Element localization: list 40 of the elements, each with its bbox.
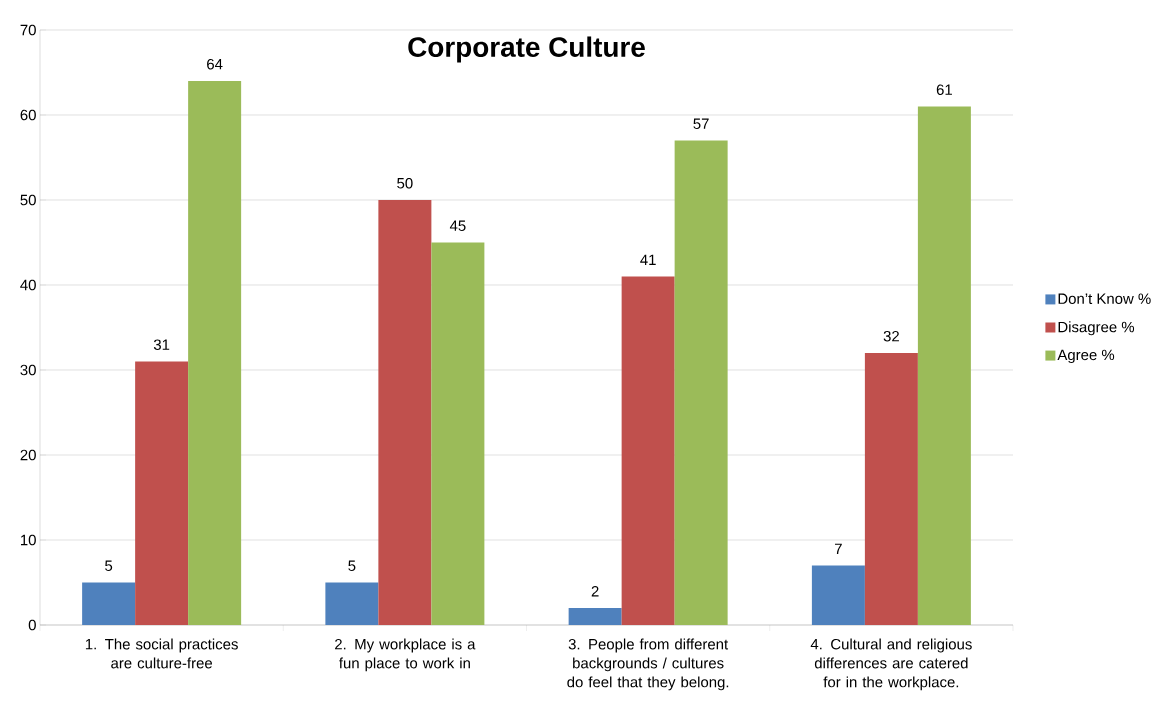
bar [621,276,675,625]
bar [378,200,432,625]
x-tick-label: 2. My workplace is a fun place to work in [335,638,476,672]
chart-title: Corporate Culture [408,36,645,63]
bar [431,242,485,625]
x-tick-label: 4. Cultural and religious differences are catered for in the workplace. [810,638,972,691]
data-label: 41 [640,254,656,265]
data-label: 45 [449,220,466,231]
y-tick-label: 0 [28,619,36,631]
bar [135,361,189,625]
bar [568,608,622,625]
data-label: 5 [105,560,113,571]
y-tick-label: 30 [20,364,36,376]
bar [917,106,971,625]
bar [82,582,136,625]
bar [674,140,728,625]
bar [864,353,918,625]
data-label: 57 [693,118,709,129]
y-tick-label: 10 [21,534,36,546]
legend-label: Agree % [1057,349,1115,364]
data-label: 31 [153,339,170,350]
y-tick-label: 20 [20,449,36,461]
data-label: 2 [591,586,599,597]
bar [811,565,865,625]
data-label: 61 [936,84,952,95]
y-tick-label: 70 [20,24,36,36]
data-label: 64 [207,58,223,70]
data-label: 32 [883,330,899,342]
data-label: 5 [348,560,356,571]
y-tick-label: 50 [20,194,36,206]
bar [325,582,379,625]
y-tick-label: 60 [20,109,36,121]
bar [188,81,242,625]
legend-label: Don’t Know % [1058,293,1151,304]
data-label: 7 [835,543,842,554]
x-tick-label: 3. People from different backgrounds / cultures do feel that they belong. [567,638,729,691]
data-label: 50 [397,177,413,189]
x-tick-label: 1. The social practices are culture-free [85,638,238,669]
y-tick-label: 40 [20,279,36,291]
legend-label: Disagree % [1058,321,1135,336]
